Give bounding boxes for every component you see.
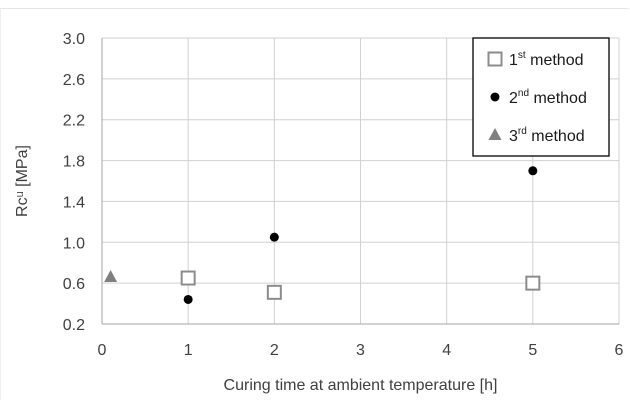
- x-axis-title: Curing time at ambient temperature [h]: [224, 377, 498, 394]
- y-tick-label: 3.0: [63, 31, 85, 48]
- y-tick-label: 1.0: [63, 235, 85, 252]
- data-point: [104, 270, 118, 283]
- legend-entry-label: 1st method: [509, 50, 584, 69]
- chart-frame: [0, 8, 629, 400]
- data-point: [180, 270, 196, 286]
- y-tick-label: 0.6: [63, 276, 85, 293]
- legend-marker: [487, 51, 503, 67]
- legend-entry-label: 2nd method: [509, 88, 587, 107]
- data-point: [525, 275, 541, 291]
- legend-entry-label: 3rd method: [509, 126, 585, 145]
- y-tick-label: 2.6: [63, 72, 85, 89]
- legend-marker: [488, 128, 502, 140]
- data-point: [183, 294, 193, 304]
- data-point: [266, 284, 282, 300]
- legend-marker: [490, 92, 500, 102]
- x-tick-label: 2: [270, 342, 279, 359]
- x-tick-label: 3: [356, 342, 365, 359]
- data-point: [269, 232, 279, 242]
- x-tick-label: 5: [528, 342, 537, 359]
- y-axis-title: Rcᵘ [MPa]: [14, 145, 31, 217]
- x-tick-label: 4: [442, 342, 451, 359]
- y-tick-label: 2.2: [63, 113, 85, 130]
- y-tick-label: 1.4: [63, 194, 85, 211]
- y-tick-label: 1.8: [63, 154, 85, 171]
- data-point: [528, 166, 538, 176]
- x-tick-label: 0: [98, 342, 107, 359]
- y-tick-label: 0.2: [63, 317, 85, 334]
- x-tick-label: 6: [615, 342, 624, 359]
- x-tick-label: 1: [184, 342, 193, 359]
